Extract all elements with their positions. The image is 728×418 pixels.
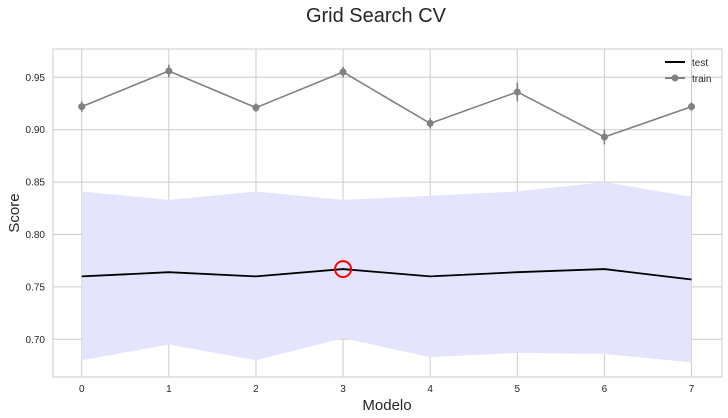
y-tick-label: 0.95 xyxy=(26,73,46,84)
train-point xyxy=(426,119,434,127)
y-axis-label: Score xyxy=(6,193,23,232)
x-tick-label: 4 xyxy=(427,384,433,395)
legend-marker-train xyxy=(671,74,679,82)
train-line xyxy=(81,70,692,138)
y-tick-label: 0.80 xyxy=(26,230,46,241)
y-tick-label: 0.85 xyxy=(26,178,46,189)
tick-layer: 0 1 2 3 4 5 6 7 0.70 0.75 0.80 0.85 0.90 0.95 xyxy=(26,73,695,395)
test-line xyxy=(81,268,692,281)
x-tick-label: 1 xyxy=(166,384,172,395)
y-tick-label: 0.75 xyxy=(26,282,46,293)
line-layer xyxy=(78,64,696,281)
y-tick-label: 0.90 xyxy=(26,125,46,136)
legend-label-train: train xyxy=(692,74,711,85)
train-point xyxy=(165,67,173,75)
train-point xyxy=(688,103,696,111)
x-tick-label: 2 xyxy=(253,384,259,395)
x-axis-label: Modelo xyxy=(362,397,411,414)
train-point xyxy=(600,133,608,141)
y-tick-label: 0.70 xyxy=(26,335,46,346)
x-tick-label: 6 xyxy=(602,384,608,395)
train-point xyxy=(513,88,521,96)
x-tick-label: 5 xyxy=(515,384,521,395)
train-point xyxy=(339,68,347,76)
train-point xyxy=(78,103,86,111)
train-point xyxy=(252,104,260,112)
legend-label-test: test xyxy=(692,58,708,69)
x-tick-label: 0 xyxy=(79,384,85,395)
chart-title: Grid Search CV xyxy=(306,5,447,27)
best-model-marker xyxy=(334,260,353,279)
legend: test train xyxy=(665,58,711,85)
x-tick-label: 3 xyxy=(340,384,346,395)
x-tick-label: 7 xyxy=(689,384,695,395)
